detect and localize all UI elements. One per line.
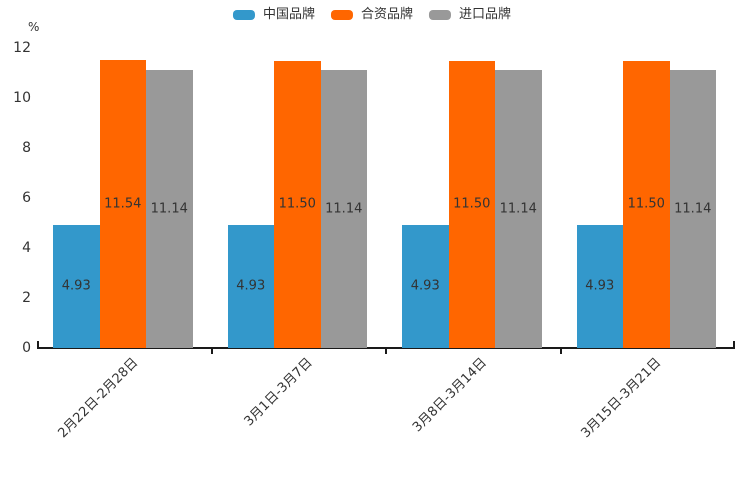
y-tick-label: 8 — [22, 140, 31, 156]
x-axis-tick — [210, 349, 213, 354]
x-axis-tick — [385, 349, 387, 354]
legend-label: 合资品牌 — [360, 7, 414, 22]
bar-value-label: 11.50 — [453, 196, 491, 212]
legend: 中国品牌 合资品牌 进口品牌 — [232, 7, 511, 22]
x-axis-tick — [559, 349, 562, 354]
y-tick-label: 2 — [22, 290, 31, 306]
legend-swatch-icon — [330, 9, 353, 20]
bar — [274, 60, 321, 348]
bar-value-label: 11.50 — [627, 196, 665, 212]
legend-item-中国品牌: 中国品牌 — [232, 7, 315, 22]
bar — [448, 60, 495, 348]
bar-value-label: 11.14 — [499, 201, 537, 217]
bar — [576, 224, 623, 348]
legend-label: 进口品牌 — [459, 7, 512, 22]
y-axis-unit-label: % — [28, 20, 40, 34]
legend-swatch-icon — [232, 9, 255, 20]
y-tick-label: 6 — [22, 190, 31, 206]
legend-item-合资品牌: 合资品牌 — [330, 7, 414, 22]
bar-value-label: 4.93 — [61, 278, 91, 294]
y-tick-label: 12 — [13, 40, 31, 56]
x-tick-label: 2月22日-2月28日 — [55, 355, 141, 442]
bar — [623, 60, 670, 348]
bar — [495, 69, 542, 348]
x-tick-label: 3月1日-3月7日 — [241, 355, 316, 430]
legend-item-进口品牌: 进口品牌 — [429, 8, 511, 21]
bar — [669, 69, 716, 348]
legend-swatch-icon — [429, 9, 452, 20]
bar — [402, 224, 449, 348]
bar-value-label: 11.14 — [325, 201, 363, 217]
x-tick-label: 3月15日-3月21日 — [578, 355, 665, 442]
x-axis-end-tick — [733, 341, 735, 347]
x-tick-label: 3月8日-3月14日 — [409, 355, 490, 436]
bar — [146, 69, 193, 348]
bar — [320, 69, 367, 348]
bar-value-label: 4.93 — [585, 278, 615, 294]
bar-value-label: 11.50 — [278, 196, 316, 212]
y-tick-label: 10 — [13, 90, 31, 106]
y-tick-label: 4 — [22, 240, 31, 256]
bar-value-label: 4.93 — [410, 278, 440, 294]
bar-value-label: 11.14 — [150, 201, 188, 217]
bar — [227, 224, 274, 348]
bar-value-label: 11.54 — [104, 196, 142, 212]
x-axis-line — [37, 347, 735, 349]
x-axis-end-tick — [37, 341, 39, 347]
y-tick-label: 0 — [22, 340, 31, 356]
bar-value-label: 11.14 — [674, 201, 712, 217]
bar-value-label: 4.93 — [236, 278, 266, 294]
legend-label: 中国品牌 — [262, 7, 315, 22]
bar — [53, 224, 100, 348]
bar — [99, 59, 146, 348]
